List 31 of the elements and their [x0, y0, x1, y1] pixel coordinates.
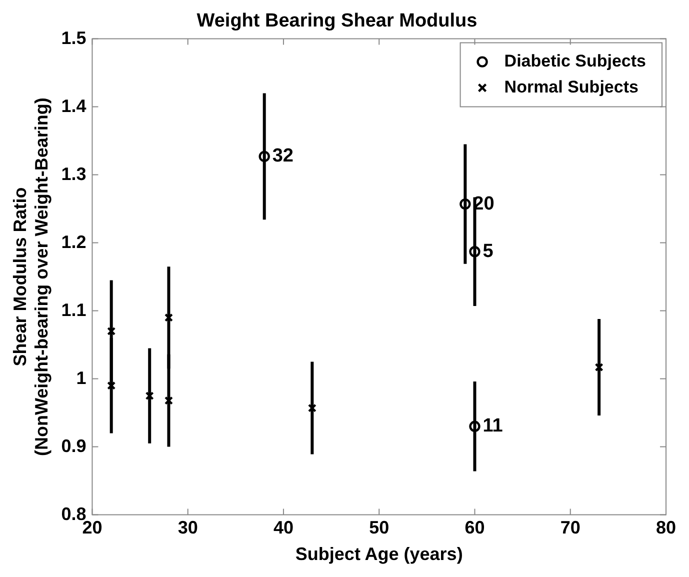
annotation: 32: [272, 146, 294, 167]
x-tick-label: 70: [560, 518, 580, 538]
x-tick-label: 80: [656, 518, 676, 538]
x-tick-label: 30: [178, 518, 198, 538]
x-tick-label: 40: [273, 518, 294, 538]
point: [594, 362, 604, 372]
y-axis-title: Shear Modulus Ratio (NonWeight-bearing over Weight-Bearing): [10, 98, 52, 456]
point: [107, 326, 116, 336]
legend-label: Normal Subjects: [504, 77, 638, 96]
y-tick-label: 0.9: [61, 436, 86, 456]
y-tick-label: 1.3: [61, 164, 86, 184]
y-tick-label: 1.1: [61, 300, 86, 320]
point: [258, 150, 270, 162]
point: [469, 246, 480, 258]
y-tick-label: 1.4: [61, 96, 86, 116]
x-tick-label: 60: [464, 518, 485, 538]
x-axis-title: Subject Age (years): [295, 544, 463, 564]
y-tick-label: 1.2: [61, 232, 86, 252]
point: [308, 404, 316, 412]
legend-label: Diabetic Subjects: [504, 51, 646, 70]
annotation: 11: [482, 416, 504, 437]
point: [164, 396, 174, 405]
point: [469, 420, 480, 432]
y-tick-label: 1.5: [61, 28, 86, 48]
annotation: 5: [482, 240, 494, 262]
point: [460, 198, 471, 210]
point: [164, 313, 174, 322]
x-tick-label: 50: [369, 518, 390, 538]
y-tick-label: 1: [76, 368, 86, 388]
point: [145, 392, 154, 400]
chart-title: Weight Bearing Shear Modulus: [196, 10, 478, 32]
